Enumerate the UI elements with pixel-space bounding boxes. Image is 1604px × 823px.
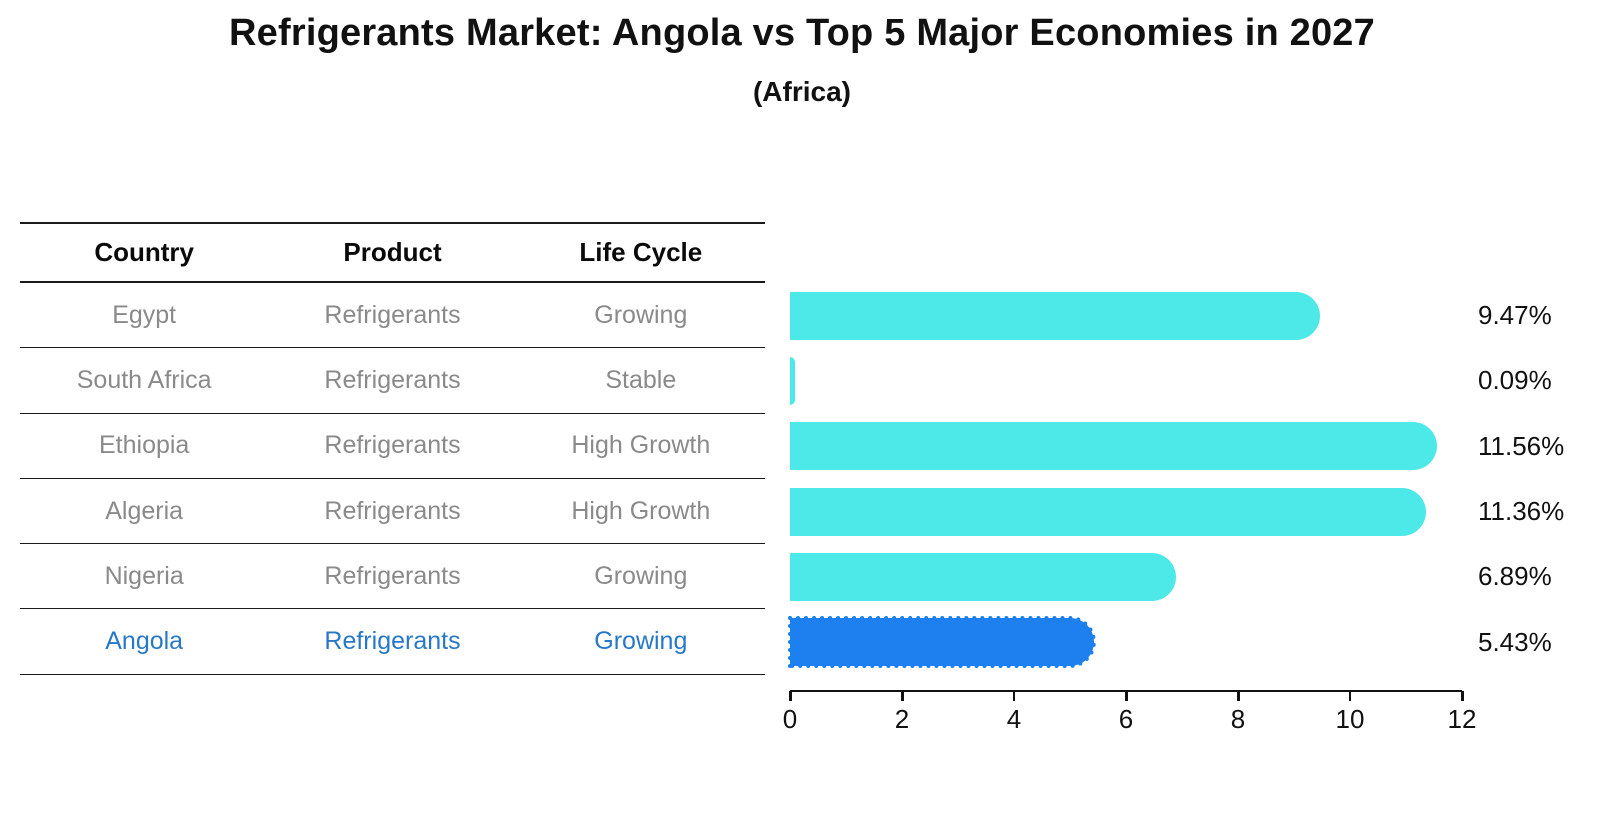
- cell-lifecycle: High Growth: [571, 431, 711, 460]
- bar-row-egypt: [790, 283, 1462, 348]
- bar-egypt: [790, 291, 1321, 340]
- cell-lifecycle: Stable: [605, 365, 677, 394]
- cell-country: Angola: [105, 627, 184, 656]
- cell-country: South Africa: [76, 365, 212, 394]
- cell-country: Ethiopia: [98, 431, 190, 460]
- tick-label: 6: [1118, 704, 1134, 734]
- value-label-angola: 5.43%: [1478, 626, 1552, 657]
- tick-mark: [1125, 691, 1128, 701]
- bar-row-algeria: [790, 479, 1462, 544]
- tick-label: 0: [782, 704, 798, 734]
- bar-nigeria: [790, 552, 1176, 601]
- bar-row-ethiopia: [790, 414, 1462, 479]
- bar-row-angola: [787, 609, 1462, 674]
- cell-lifecycle: Growing: [594, 300, 688, 329]
- cell-country: Algeria: [105, 496, 184, 525]
- chart-title: Refrigerants Market: Angola vs Top 5 Maj…: [229, 12, 1375, 54]
- col-header-country: Country: [94, 237, 194, 267]
- value-label-egypt: 9.47%: [1478, 300, 1552, 331]
- table-row-ethiopia: Ethiopia Refrigerants High Growth: [20, 414, 765, 479]
- cell-lifecycle: Growing: [594, 627, 688, 656]
- bar-row-nigeria: [790, 544, 1462, 609]
- bar-algeria: [790, 487, 1427, 536]
- table-row-algeria: Algeria Refrigerants High Growth: [20, 479, 765, 545]
- cell-product: Refrigerants: [324, 561, 461, 590]
- country-table: Country Product Life Cycle Egypt Refrige…: [20, 222, 765, 675]
- value-label-south-africa: 0.09%: [1478, 365, 1552, 396]
- tick-label: 2: [894, 704, 910, 734]
- bar-ethiopia: [790, 422, 1438, 471]
- tick-mark: [1012, 691, 1016, 701]
- table-row-nigeria: Nigeria Refrigerants Growing: [20, 544, 765, 610]
- value-label-algeria: 11.36%: [1478, 496, 1565, 527]
- tick-mark: [1348, 691, 1352, 701]
- tick-mark: [789, 691, 792, 701]
- cell-country: Egypt: [112, 300, 177, 329]
- tick-mark: [1461, 691, 1464, 701]
- col-header-lifecycle: Life Cycle: [579, 237, 703, 267]
- cell-country: Nigeria: [104, 561, 184, 590]
- table-row-egypt: Egypt Refrigerants Growing: [20, 283, 765, 349]
- cell-lifecycle: High Growth: [571, 496, 711, 525]
- bar-south-africa: [790, 356, 796, 405]
- value-label-ethiopia: 11.56%: [1478, 430, 1565, 461]
- tick-label: 8: [1230, 704, 1246, 734]
- tick-label: 10: [1335, 704, 1365, 734]
- table-row-south-africa: South Africa Refrigerants Stable: [20, 348, 765, 414]
- tick-label: 4: [1006, 704, 1022, 734]
- bar-angola: [787, 616, 1097, 669]
- x-axis: 0 2 4 6 8 10 12: [783, 690, 1476, 740]
- cell-product: Refrigerants: [324, 300, 461, 329]
- tick-mark: [1237, 691, 1240, 701]
- cell-product: Refrigerants: [324, 365, 461, 394]
- col-header-product: Product: [343, 237, 442, 267]
- tick-mark: [901, 691, 904, 701]
- chart-subtitle: (Africa): [752, 76, 851, 107]
- bar-plot: [787, 283, 1462, 675]
- table-row-angola: Angola Refrigerants Growing: [20, 609, 765, 675]
- value-label-column: 9.47% 0.09% 11.56% 11.36% 6.89% 5.43%: [1478, 283, 1600, 675]
- table-header-row: Country Product Life Cycle: [20, 222, 765, 283]
- cell-product: Refrigerants: [324, 431, 461, 460]
- value-label-nigeria: 6.89%: [1478, 561, 1552, 592]
- cell-lifecycle: Growing: [594, 561, 688, 590]
- cell-product: Refrigerants: [324, 496, 461, 525]
- bar-row-south-africa: [790, 348, 1462, 413]
- cell-product: Refrigerants: [324, 627, 461, 656]
- tick-label: 12: [1447, 704, 1477, 734]
